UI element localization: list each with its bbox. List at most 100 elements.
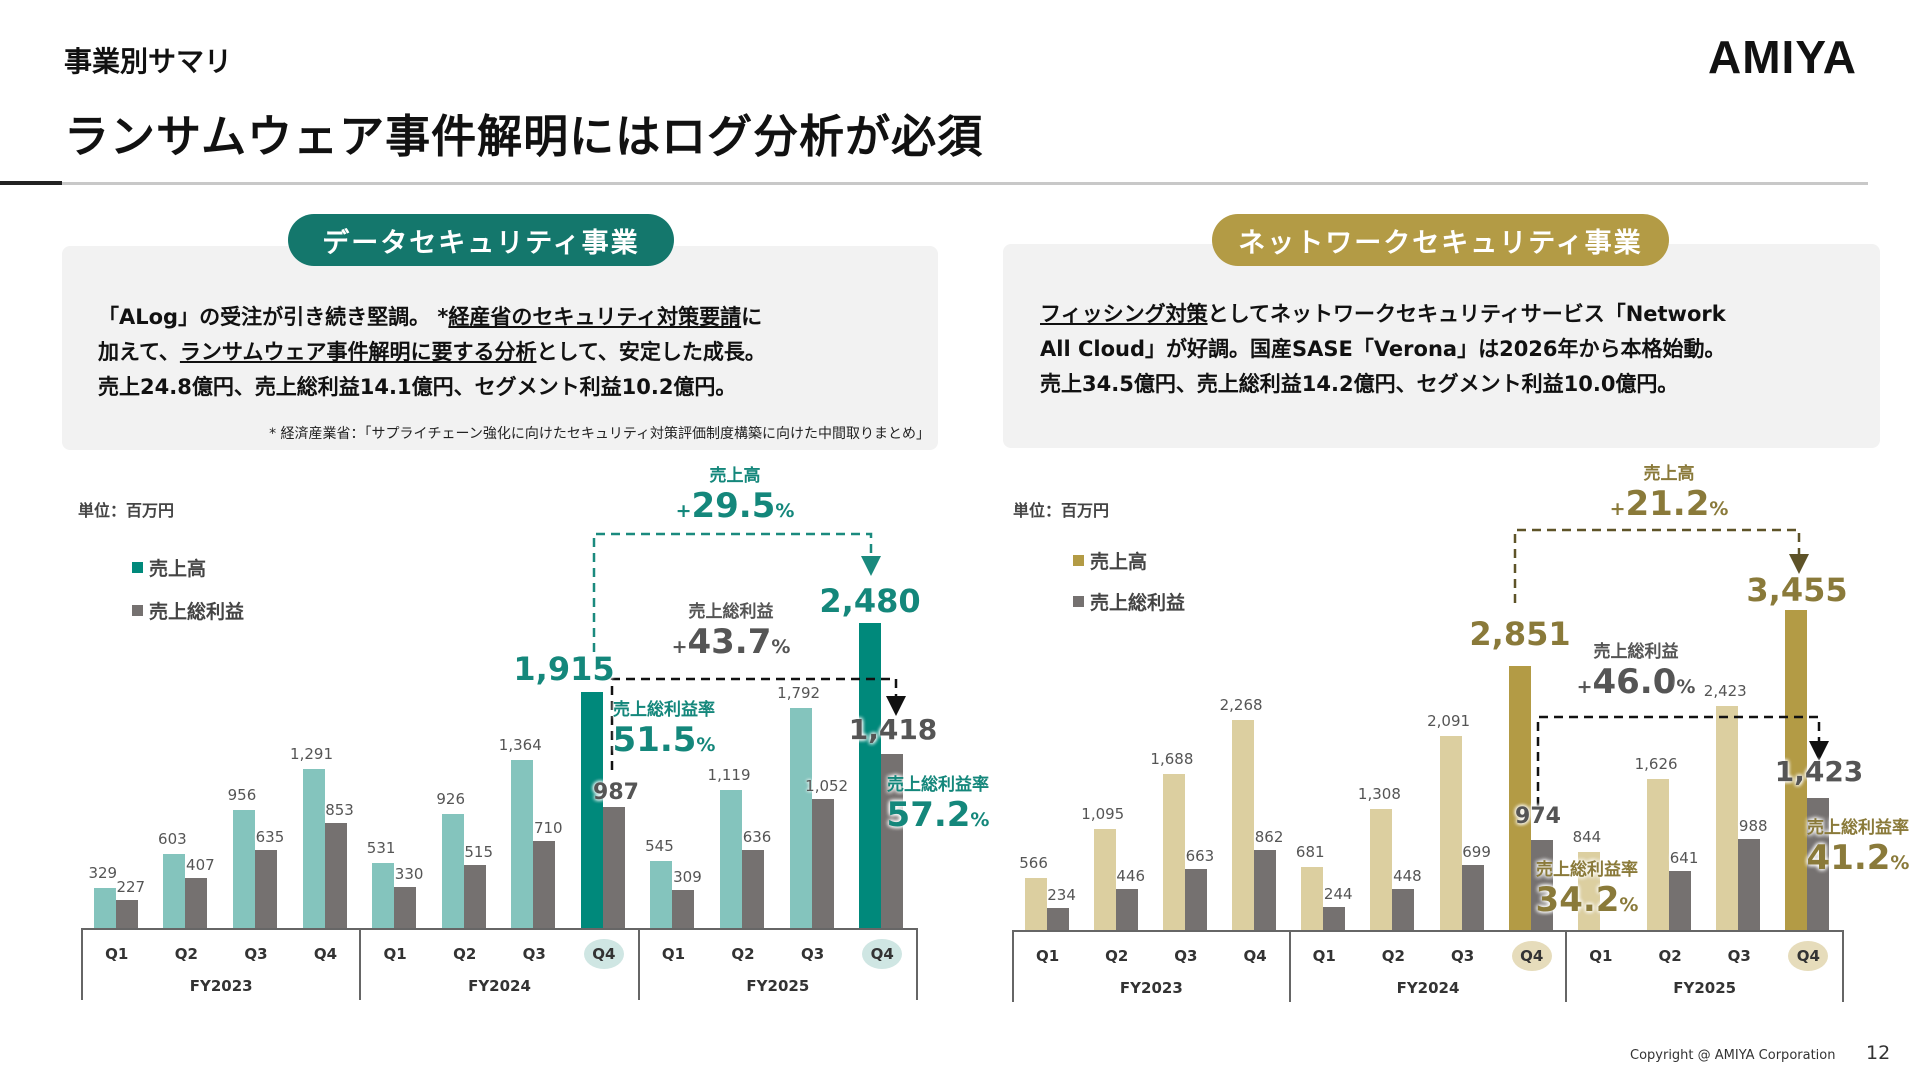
- category-label-q4: Q4: [313, 945, 338, 963]
- bar-revenue: [372, 862, 395, 928]
- bar-gross-profit: [672, 889, 695, 928]
- group-label-fy2024: FY2024: [468, 977, 531, 995]
- category-label-q2: Q2: [453, 945, 477, 963]
- description-line-2: All Cloud」が好調。国産SASE「Verona」は2026年から本格始動…: [1040, 337, 1726, 361]
- highlight-gross-profit-label: 1,423: [1774, 755, 1864, 788]
- page-title: ランサムウェア事件解明にはログ分析が必須: [64, 110, 984, 163]
- value-label-gross-profit: 635: [255, 827, 285, 846]
- description-line-1: フィッシング対策としてネットワークセキュリティサービス「Network: [1040, 297, 1726, 332]
- highlight-gross-profit-label: 987: [593, 780, 639, 805]
- category-label-q3: Q3: [1727, 947, 1751, 965]
- bar-revenue: [1162, 773, 1185, 930]
- legend-gross-profit: 売上総利益: [1073, 588, 1185, 615]
- bar-gross-profit: [185, 877, 208, 928]
- network-security-description: フィッシング対策としてネットワークセキュリティサービス「Network All …: [1040, 297, 1726, 402]
- bar-gross-profit: [1254, 850, 1277, 930]
- value-label-revenue: 1,688: [1150, 749, 1194, 768]
- highlight-gross-profit-label: 974: [1515, 804, 1561, 829]
- description-line-3: 売上34.5億円、売上総利益14.2億円、セグメント利益10.0億円。: [1040, 372, 1679, 396]
- footnote: * 経済産業省：「サプライチェーン強化に向けたセキュリティ対策評価制度構築に向け…: [269, 426, 930, 442]
- group-label-fy2023: FY2023: [1119, 979, 1183, 997]
- copyright: Copyright @ AMIYA Corporation: [1630, 1048, 1836, 1063]
- bar-revenue: [720, 790, 743, 928]
- bar-revenue: [1577, 851, 1600, 930]
- bar-gross-profit: [881, 753, 904, 928]
- value-label-revenue: 926: [436, 790, 466, 809]
- value-label-gross-profit: 699: [1462, 843, 1491, 862]
- divider: [62, 182, 1868, 185]
- value-label-revenue: 1,119: [707, 766, 751, 785]
- bar-revenue: [1716, 705, 1739, 930]
- x-axis-line: [1013, 930, 1843, 932]
- value-label-gross-profit: 988: [1738, 816, 1768, 835]
- category-label-q1: Q1: [1589, 947, 1613, 965]
- gross-margin-annotation: 売上総利益率 51.5%: [612, 700, 716, 760]
- value-label-revenue: 681: [1295, 842, 1325, 861]
- category-label-q2: Q2: [731, 945, 755, 963]
- description-line-1: 「ALog」の受注が引き続き堅調。 *経産省のセキュリティ対策要請に: [98, 300, 766, 335]
- network-security-summary-box: [1003, 244, 1880, 448]
- legend-swatch: [132, 605, 143, 616]
- revenue-growth-annotation: 売上高 +29.5%: [675, 466, 795, 526]
- legend-revenue: 売上高: [1073, 547, 1147, 574]
- category-label-q3: Q3: [801, 945, 825, 963]
- gross-margin-annotation: 売上総利益率 34.2%: [1535, 860, 1639, 920]
- gross-profit-growth-annotation: 売上総利益 +43.7%: [671, 602, 791, 662]
- section-label: 事業別サマリ: [64, 45, 233, 78]
- category-label-q4: Q4: [583, 939, 624, 969]
- value-label-gross-profit: 862: [1254, 828, 1284, 847]
- category-label-q1: Q1: [1035, 947, 1060, 965]
- text-run: として、安定した成長。: [536, 340, 766, 364]
- value-label-revenue: 531: [366, 838, 396, 857]
- bar-revenue: [302, 769, 325, 928]
- category-label-q3: Q3: [244, 945, 268, 963]
- bar-revenue: [1232, 719, 1255, 930]
- bar-revenue: [1370, 808, 1393, 930]
- value-label-gross-profit: 853: [325, 801, 354, 820]
- gross-profit-growth-annotation: 売上総利益 +46.0%: [1576, 642, 1696, 702]
- bar-gross-profit: [463, 864, 486, 928]
- bar-revenue: [163, 853, 186, 928]
- category-label-q1: Q1: [1312, 947, 1336, 965]
- category-label-q2: Q2: [174, 945, 198, 963]
- value-label-revenue: 545: [645, 836, 674, 855]
- group-label-fy2025: FY2025: [1673, 979, 1737, 997]
- bar-gross-profit: [324, 823, 347, 928]
- underlined-phrase: フィッシング対策: [1040, 302, 1208, 326]
- bar-revenue: [93, 887, 116, 928]
- value-label-revenue: 2,423: [1703, 681, 1747, 700]
- legend-label: 売上高: [1090, 551, 1148, 573]
- category-label-q3: Q3: [1174, 947, 1198, 965]
- bar-gross-profit: [1461, 865, 1484, 930]
- category-label-q4: Q4: [862, 939, 903, 969]
- group-divider: [916, 928, 918, 1000]
- value-label-gross-profit: 636: [742, 827, 772, 846]
- value-label-revenue: 329: [88, 863, 118, 882]
- revenue-growth-annotation: 売上高 +21.2%: [1609, 464, 1729, 524]
- value-label-revenue: 2,091: [1427, 712, 1471, 731]
- value-label-revenue: 1,792: [777, 683, 821, 702]
- value-label-gross-profit: 244: [1323, 885, 1353, 904]
- group-label-fy2023: FY2023: [189, 977, 253, 995]
- bar-gross-profit: [1530, 839, 1553, 930]
- gross-margin-annotation: 売上総利益率 57.2%: [886, 775, 990, 835]
- description-line-2: 加えて、ランサムウェア事件解明に要する分析として、安定した成長。: [98, 335, 766, 370]
- bar-gross-profit: [254, 849, 277, 928]
- highlight-revenue-label: 2,851: [1469, 615, 1571, 653]
- value-label-gross-profit: 330: [394, 865, 424, 884]
- legend-label: 売上高: [149, 558, 207, 580]
- amiya-logo: AMIYA: [1708, 31, 1857, 83]
- value-label-revenue: 1,626: [1634, 755, 1678, 774]
- group-divider: [359, 928, 362, 1000]
- x-axis-line: [82, 928, 917, 930]
- page-number: 12: [1866, 1042, 1891, 1064]
- bar-revenue: [441, 814, 464, 928]
- underlined-phrase: 経産省のセキュリティ対策要請: [448, 305, 742, 329]
- value-label-revenue: 1,364: [498, 736, 542, 755]
- group-divider: [1842, 930, 1844, 1002]
- legend-label: 売上総利益: [149, 601, 245, 623]
- bar-revenue: [232, 810, 255, 928]
- bar-revenue: [511, 760, 534, 928]
- legend-gross-profit: 売上総利益: [132, 597, 244, 624]
- value-label-gross-profit: 641: [1669, 848, 1699, 867]
